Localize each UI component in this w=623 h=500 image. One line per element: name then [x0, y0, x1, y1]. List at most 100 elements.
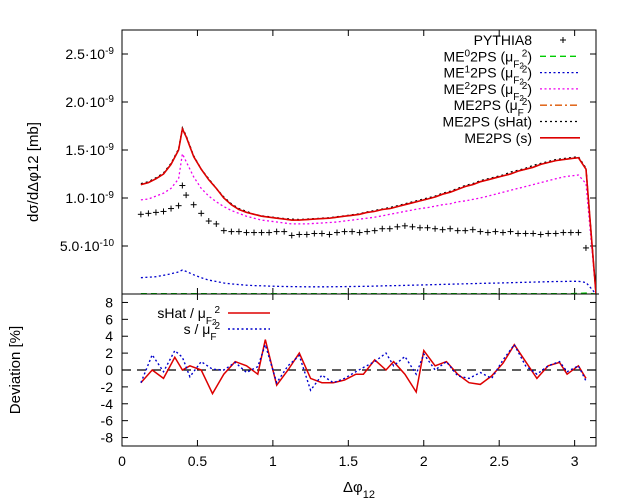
data-point-pythia8: [266, 229, 273, 236]
data-point-pythia8: [401, 222, 408, 229]
y-tick-label: 2: [105, 345, 113, 361]
series-line-6: [140, 126, 596, 294]
legend-label-4: ME2PS (μF2): [454, 97, 532, 119]
y-tick-label: 1.5·10-9: [65, 142, 114, 159]
cross-section-panel: 5.0·10-10 1.0·10-9 1.5·10-9 2.0·10-9 2.5·10-…: [25, 29, 599, 297]
data-point-pythia8: [288, 232, 295, 239]
data-point-pythia8: [364, 228, 371, 235]
data-point-pythia8: [507, 228, 514, 235]
y-axis-label: dσ/dΔφ12 [mb]: [25, 122, 42, 222]
data-point-pythia8: [198, 210, 205, 217]
y-tick-label: 4: [105, 328, 113, 344]
data-point-pythia8: [281, 228, 288, 235]
x-tick-label: 3: [571, 453, 579, 469]
data-point-pythia8: [545, 230, 552, 237]
legend-label-2: ME12PS (μF22): [444, 64, 532, 87]
data-point-pythia8: [560, 229, 567, 236]
data-point-pythia8: [183, 192, 190, 199]
series-line-3: [140, 151, 596, 294]
data-point-pythia8: [462, 227, 469, 234]
data-point-pythia8: [258, 229, 265, 236]
legend-label-3: ME22PS (μF22): [444, 80, 532, 103]
data-point-pythia8: [515, 230, 522, 237]
deviation-line-0: [140, 339, 587, 396]
data-point-pythia8: [447, 225, 454, 232]
y-tick-label: -2: [101, 379, 114, 395]
data-point-pythia8: [220, 227, 227, 234]
data-point-pythia8: [273, 228, 280, 235]
data-point-pythia8: [530, 230, 537, 237]
data-point-pythia8: [469, 226, 476, 233]
y-tick-label: 5.0·10-10: [60, 238, 115, 255]
data-point-pythia8: [251, 229, 258, 236]
legend-label-0: PYTHIA8: [474, 32, 533, 48]
x-tick-label: 1.5: [339, 453, 359, 469]
data-point-pythia8: [356, 229, 363, 236]
data-point-pythia8: [145, 210, 152, 217]
legend-label-5: ME2PS (sHat): [443, 114, 532, 130]
data-point-pythia8: [318, 230, 325, 237]
legend-label-1: ME02PS (μF22): [444, 48, 532, 71]
data-point-pythia8: [243, 229, 250, 236]
data-point-pythia8: [432, 225, 439, 232]
x-tick-label: 1: [269, 453, 277, 469]
data-point-pythia8: [311, 230, 318, 237]
data-point-pythia8: [296, 231, 303, 238]
data-point-pythia8: [326, 231, 333, 238]
data-point-pythia8: [379, 225, 386, 232]
data-point-pythia8: [341, 228, 348, 235]
y-tick-label: -6: [101, 413, 114, 429]
data-point-pythia8: [552, 230, 559, 237]
data-point-pythia8: [386, 225, 393, 232]
x-tick-label: 2.5: [489, 453, 509, 469]
data-point-pythia8: [394, 223, 401, 230]
x-tick-label: 2: [420, 453, 428, 469]
data-point-pythia8: [349, 228, 356, 235]
deviation-legend-label-0: sHat / μF22: [157, 305, 220, 328]
y-tick-label: 2.0·10-9: [65, 94, 114, 111]
data-point-pythia8: [213, 220, 220, 227]
data-point-pythia8: [567, 229, 574, 236]
data-point-pythia8: [160, 208, 167, 215]
data-point-pythia8: [522, 230, 529, 237]
y-tick-label: 6: [105, 311, 113, 327]
data-point-pythia8: [168, 205, 175, 212]
series-line-5: [140, 125, 596, 294]
legend-label-6: ME2PS (s): [464, 130, 532, 146]
data-point-pythia8: [228, 228, 235, 235]
deviation-legend-label-1: s / μF2: [184, 321, 221, 343]
data-point-pythia8: [477, 228, 484, 235]
data-point-pythia8: [303, 231, 310, 238]
data-point-pythia8: [582, 244, 589, 251]
x-axis-label: Δφ12: [343, 479, 375, 500]
data-point-pythia8: [235, 228, 242, 235]
data-point-pythia8: [175, 202, 182, 209]
data-point-pythia8: [152, 209, 159, 216]
data-point-pythia8: [484, 229, 491, 236]
data-point-pythia8: [334, 229, 341, 236]
y-tick-label: -8: [101, 430, 114, 446]
data-point-pythia8: [454, 227, 461, 234]
y-tick-label: 1.0·10-9: [65, 190, 114, 207]
y-tick-label: -4: [101, 396, 114, 412]
data-point-pythia8: [190, 201, 197, 208]
data-point-pythia8: [439, 226, 446, 233]
data-point-pythia8: [492, 228, 499, 235]
y-tick-label: 0: [105, 362, 113, 378]
data-point-pythia8: [537, 231, 544, 238]
y-tick-label: 8: [105, 294, 113, 310]
series-line-2: [140, 269, 596, 294]
deviation-y-axis-label: Deviation [%]: [7, 326, 24, 414]
data-point-pythia8: [137, 211, 144, 218]
x-tick-label: 0.5: [188, 453, 208, 469]
deviation-line-1: [140, 342, 587, 392]
data-point-pythia8: [499, 229, 506, 236]
y-tick-label: 2.5·10-9: [65, 46, 114, 63]
data-point-pythia8: [416, 224, 423, 231]
data-point-pythia8: [371, 227, 378, 234]
data-point-pythia8: [424, 224, 431, 231]
legend-marker-pythia8: [560, 37, 566, 43]
data-point-pythia8: [179, 182, 186, 189]
